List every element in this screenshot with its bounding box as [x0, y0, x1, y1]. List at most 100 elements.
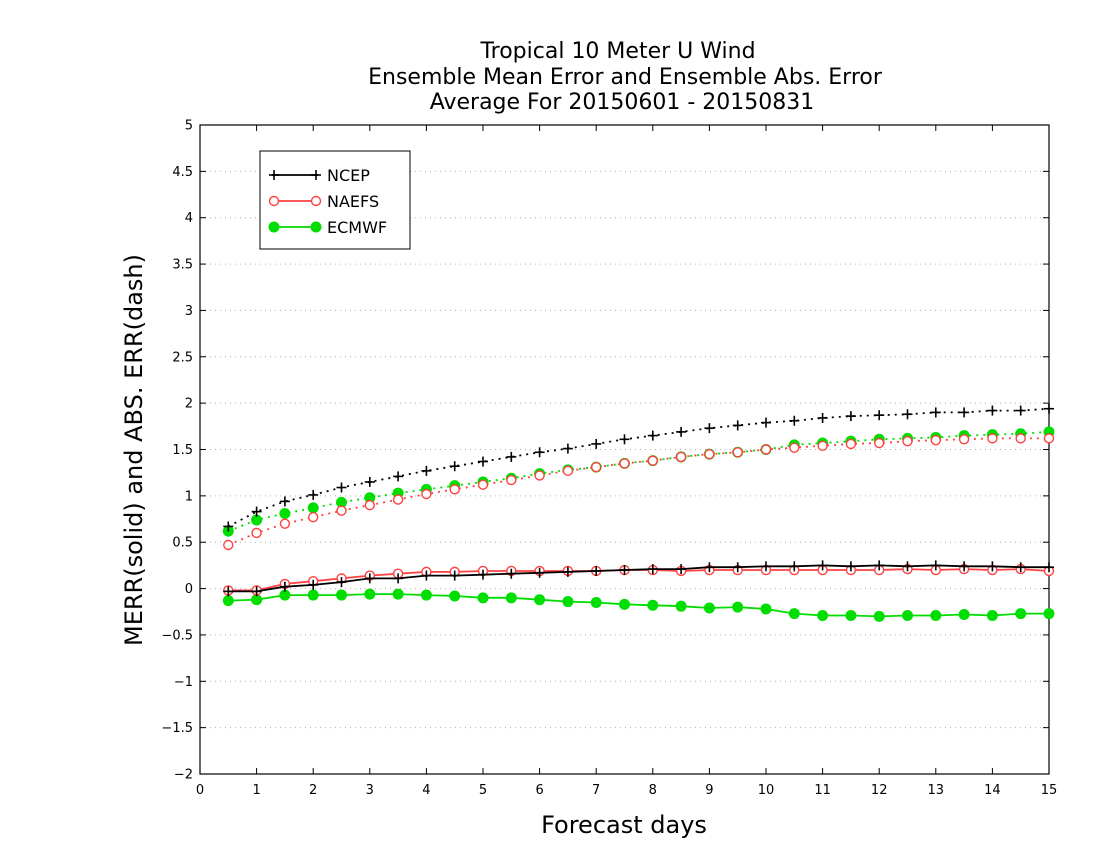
ecmwf-merr-point	[1015, 608, 1027, 620]
ncep-abs-err-point	[279, 496, 290, 507]
ncep-merr-point	[987, 561, 998, 572]
legend: NCEP NAEFS ECMWF	[259, 150, 411, 250]
ncep-abs-err-point	[902, 409, 913, 420]
ecmwf-merr-point	[703, 602, 715, 614]
ncep-merr-point	[506, 568, 517, 579]
legend-item-ecmwf: ECMWF	[268, 218, 387, 237]
legend-marker	[268, 221, 280, 233]
x-tick-label: 11	[814, 783, 831, 798]
gridlines	[200, 170, 1049, 729]
y-tick-label: −0.5	[161, 628, 193, 643]
ncep-abs-err-point	[761, 417, 771, 428]
ncep-merr-point	[393, 573, 404, 584]
ecmwf-merr-line	[228, 593, 1049, 618]
ncep-abs-err-point	[336, 482, 347, 493]
ecmwf-abs-err-point	[279, 507, 291, 519]
y-tick-label: 3	[185, 304, 193, 319]
ncep-merr-point	[647, 564, 658, 575]
naefs-abs-err-point	[874, 437, 885, 449]
ncep-abs-err-point	[676, 426, 687, 437]
naefs-abs-err-point	[845, 438, 857, 450]
x-tick-label: 7	[592, 783, 600, 798]
ncep-merr-point	[449, 570, 460, 581]
ncep-merr-point	[874, 560, 885, 571]
legend-marker	[268, 195, 280, 207]
naefs-abs-err-point	[958, 434, 970, 445]
ecmwf-merr-point	[449, 590, 461, 602]
x-tick-label: 6	[535, 783, 543, 798]
x-tick-label: 0	[196, 783, 204, 798]
ncep-abs-err-point	[223, 521, 234, 532]
y-tick-label: −2	[174, 768, 193, 783]
y-tick-label: 1	[185, 489, 193, 504]
ncep-abs-err-point	[789, 415, 800, 426]
y-tick-label: 4.5	[172, 165, 193, 180]
ncep-merr-point	[336, 577, 347, 588]
chart-date-range-line: Average For 20150601 - 20150831	[430, 90, 815, 115]
legend-marker	[310, 221, 322, 233]
y-tick-label: 3.5	[172, 258, 193, 273]
naefs-abs-err-point	[1043, 433, 1055, 444]
ecmwf-series	[222, 426, 1055, 622]
legend-item-naefs: NAEFS	[268, 192, 379, 211]
naefs-abs-err-point	[902, 435, 913, 447]
ecmwf-merr-point	[222, 595, 234, 607]
ncep-abs-err-point	[364, 476, 375, 487]
legend-label: ECMWF	[327, 218, 387, 237]
naefs-abs-err-point	[562, 465, 574, 477]
y-tick-label: 2	[185, 397, 193, 412]
ecmwf-merr-point	[647, 599, 659, 611]
legend-marker	[269, 170, 279, 180]
ecmwf-merr-point	[619, 598, 630, 610]
ncep-merr-point	[534, 567, 545, 578]
ncep-abs-err-point	[251, 506, 262, 517]
ecmwf-merr-point	[364, 588, 376, 600]
naefs-abs-err-point	[279, 518, 291, 529]
x-tick-label: 5	[479, 783, 487, 798]
ncep-abs-err-point	[619, 434, 630, 445]
ecmwf-merr-point	[930, 609, 942, 621]
naefs-abs-err-point	[732, 447, 743, 458]
plot-series	[222, 403, 1055, 622]
ncep-abs-err-point	[1044, 403, 1054, 414]
ncep-merr-point	[789, 561, 800, 572]
ncep-merr-point	[1015, 562, 1026, 573]
naefs-abs-err-point	[987, 433, 998, 444]
axes: −2−1.5−1−0.500.511.522.533.544.550 1 2 3 4 5 6…	[161, 119, 1057, 799]
ncep-merr-point	[845, 561, 856, 572]
chart-subtitle-line: Ensemble Mean Error and Ensemble Abs. Er…	[368, 65, 883, 90]
ncep-abs-err-point	[562, 443, 573, 454]
x-tick-label: 12	[871, 783, 888, 798]
ncep-merr-point	[279, 581, 290, 592]
naefs-abs-err-point	[336, 505, 347, 516]
ncep-abs-err-point	[845, 411, 856, 422]
x-tick-label: 14	[984, 783, 1001, 798]
ncep-merr-point	[364, 573, 375, 584]
naefs-abs-err-point	[421, 488, 432, 500]
ecmwf-merr-point	[336, 589, 347, 601]
ncep-abs-err-point	[704, 423, 715, 434]
ecmwf-merr-point	[562, 596, 574, 608]
ncep-merr-point	[704, 562, 715, 573]
ncep-abs-err-point	[647, 430, 658, 441]
ncep-merr-point	[478, 569, 488, 580]
x-tick-label: 10	[758, 783, 775, 798]
y-tick-label: 0.5	[172, 536, 193, 551]
naefs-abs-err-point	[223, 539, 234, 551]
x-tick-label: 2	[309, 783, 317, 798]
naefs-series	[223, 433, 1055, 596]
y-tick-label: 0	[185, 582, 193, 597]
y-tick-label: 5	[185, 119, 193, 134]
naefs-abs-err-point	[760, 444, 772, 455]
naefs-abs-err-point	[477, 479, 489, 490]
ncep-abs-err-point	[449, 461, 460, 472]
naefs-abs-err-point	[392, 494, 404, 505]
naefs-abs-err-point	[534, 470, 545, 481]
ncep-abs-err-point	[506, 451, 517, 462]
ecmwf-merr-point	[986, 609, 998, 621]
naefs-abs-err-point	[364, 499, 375, 511]
ncep-merr-point	[732, 562, 743, 573]
ecmwf-merr-point	[477, 592, 489, 604]
naefs-abs-err-point	[591, 461, 602, 473]
